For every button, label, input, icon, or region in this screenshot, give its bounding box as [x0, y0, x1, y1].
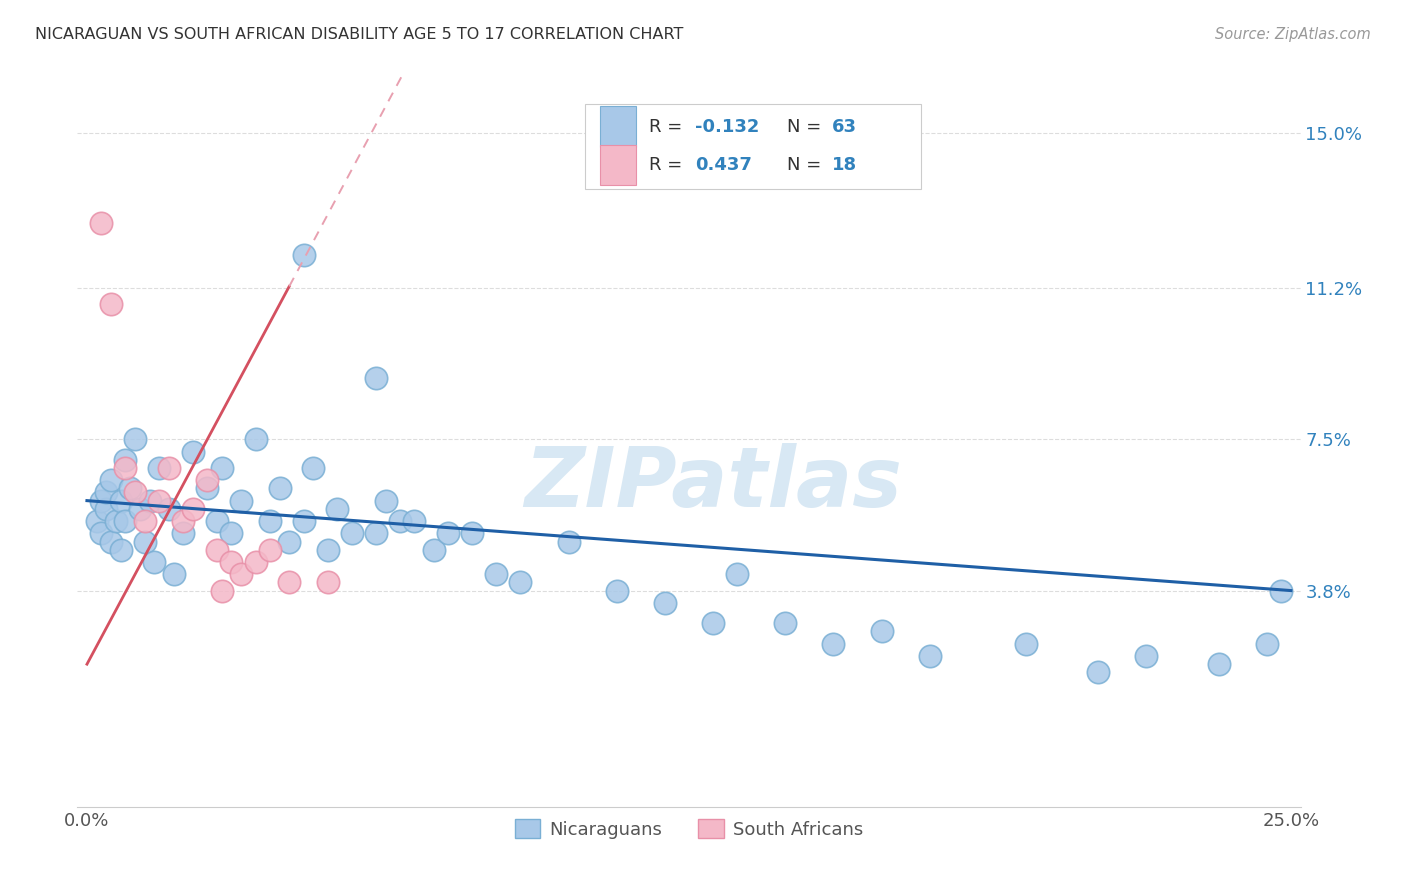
Point [422, 542, 444, 557]
Point [1087, 665, 1109, 680]
Point [129, 501, 152, 516]
Point [259, 514, 281, 528]
Text: N =: N = [787, 156, 827, 174]
Point [114, 461, 136, 475]
Point [120, 482, 142, 496]
Point [181, 444, 204, 458]
Point [388, 514, 411, 528]
Point [292, 514, 315, 528]
Point [278, 575, 301, 590]
Point [138, 493, 160, 508]
Point [148, 461, 170, 475]
Point [1270, 583, 1292, 598]
Point [269, 482, 291, 496]
Text: R =: R = [648, 156, 688, 174]
Text: 18: 18 [832, 156, 858, 174]
Point [557, 534, 579, 549]
Point [134, 534, 156, 549]
Point [364, 526, 387, 541]
Point [134, 514, 156, 528]
Text: N =: N = [787, 118, 827, 136]
Point [1208, 657, 1230, 672]
Point [172, 526, 194, 541]
Point [374, 493, 396, 508]
Point [181, 501, 204, 516]
Point [229, 493, 252, 508]
Point [148, 493, 170, 508]
Point [364, 371, 387, 385]
Point [90, 216, 112, 230]
Point [195, 482, 218, 496]
Point [90, 493, 112, 508]
Point [725, 567, 748, 582]
Point [259, 542, 281, 557]
Point [278, 534, 301, 549]
Text: NICARAGUAN VS SOUTH AFRICAN DISABILITY AGE 5 TO 17 CORRELATION CHART: NICARAGUAN VS SOUTH AFRICAN DISABILITY A… [35, 27, 683, 42]
Point [110, 542, 132, 557]
Point [221, 555, 243, 569]
Point [461, 526, 484, 541]
Point [114, 514, 136, 528]
Text: -0.132: -0.132 [695, 118, 759, 136]
Point [124, 485, 146, 500]
Point [654, 596, 676, 610]
Point [172, 514, 194, 528]
Point [96, 501, 118, 516]
Text: 0.437: 0.437 [695, 156, 752, 174]
Text: 63: 63 [832, 118, 858, 136]
Point [221, 526, 243, 541]
Point [100, 534, 122, 549]
Point [114, 452, 136, 467]
Point [245, 433, 267, 447]
Point [110, 493, 132, 508]
Point [229, 567, 252, 582]
Point [1135, 648, 1157, 663]
Point [205, 542, 228, 557]
Point [1015, 637, 1038, 651]
Point [340, 526, 363, 541]
Point [702, 616, 724, 631]
Point [163, 567, 186, 582]
Point [1256, 637, 1278, 651]
Point [211, 461, 233, 475]
Point [316, 575, 339, 590]
Text: ZIPatlas: ZIPatlas [524, 443, 903, 524]
Point [245, 555, 267, 569]
Point [316, 542, 339, 557]
Point [302, 461, 325, 475]
Point [326, 501, 349, 516]
Point [157, 461, 180, 475]
Point [124, 433, 146, 447]
FancyBboxPatch shape [585, 104, 921, 189]
Point [96, 485, 118, 500]
Point [104, 514, 127, 528]
Text: Source: ZipAtlas.com: Source: ZipAtlas.com [1215, 27, 1371, 42]
Point [90, 526, 112, 541]
Point [100, 473, 122, 487]
Point [404, 514, 426, 528]
Point [823, 637, 845, 651]
Point [205, 514, 228, 528]
Point [509, 575, 531, 590]
Point [195, 473, 218, 487]
Legend: Nicaraguans, South Africans: Nicaraguans, South Africans [508, 813, 870, 847]
Point [606, 583, 628, 598]
Point [437, 526, 460, 541]
Point [157, 501, 180, 516]
Point [870, 624, 893, 639]
FancyBboxPatch shape [599, 106, 637, 147]
Text: R =: R = [648, 118, 688, 136]
Point [292, 248, 315, 262]
Point [775, 616, 797, 631]
Point [211, 583, 233, 598]
Point [143, 555, 166, 569]
Point [100, 297, 122, 311]
Point [918, 648, 941, 663]
Point [485, 567, 508, 582]
FancyBboxPatch shape [599, 145, 637, 185]
Point [86, 514, 108, 528]
